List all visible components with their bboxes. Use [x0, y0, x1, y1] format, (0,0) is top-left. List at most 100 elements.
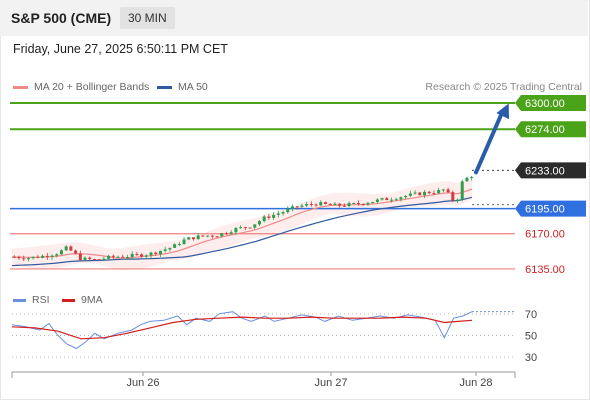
candle-body: [328, 203, 332, 206]
candle-body: [130, 253, 134, 258]
candle-body: [281, 212, 285, 214]
candle-body: [333, 203, 337, 206]
candle-body: [347, 203, 351, 207]
x-label-2: Jun 28: [459, 377, 492, 389]
rsi-label: RSI: [32, 294, 50, 306]
timeframe-badge[interactable]: 30 MIN: [120, 7, 175, 29]
level-text-6300.00: 6300.00: [525, 98, 565, 110]
candles: [12, 175, 474, 262]
candle-body: [446, 189, 450, 193]
candle-body: [404, 195, 408, 198]
level-tag-6233.00: [515, 162, 586, 179]
candle-body: [55, 254, 59, 256]
level-text-6170.00: 6170.00: [525, 229, 565, 241]
candle-body: [168, 247, 172, 250]
candle-body: [423, 191, 427, 196]
candle-body: [305, 204, 309, 206]
candle-body: [375, 199, 379, 202]
candle-body: [220, 233, 224, 237]
candle-body: [441, 189, 445, 191]
candle-body: [144, 255, 148, 257]
legend-ma20: MA 20 + Bollinger Bands: [13, 81, 149, 93]
candle-body: [380, 198, 384, 200]
level-text-6195.00: 6195.00: [525, 204, 565, 216]
level-text-6135.00: 6135.00: [525, 264, 565, 276]
candle-body: [64, 246, 68, 251]
candle-body: [31, 256, 35, 259]
ma50-line: [11, 196, 473, 267]
level-text-6274.00: 6274.00: [525, 124, 565, 136]
candle-body: [88, 257, 92, 260]
candle-body: [83, 257, 87, 261]
candle-body: [206, 235, 210, 237]
rsi-ma-label: 9MA: [81, 294, 103, 306]
candle-body: [432, 193, 436, 195]
candle-body: [371, 201, 375, 204]
candle-body: [111, 255, 115, 257]
candle-body: [309, 204, 313, 206]
candle-body: [248, 227, 252, 229]
candle-body: [390, 199, 393, 201]
candle-body: [50, 255, 54, 257]
candle-body: [116, 256, 120, 258]
ma50-swatch: [157, 85, 172, 89]
candle-body: [300, 205, 304, 207]
candle-body: [26, 258, 30, 260]
candle-body: [121, 256, 125, 258]
candle-body: [257, 221, 261, 225]
candle-body: [107, 255, 111, 259]
candle-body: [224, 233, 228, 235]
candle-body: [234, 228, 238, 233]
x-label-1: Jun 27: [314, 377, 347, 389]
candle-body: [173, 244, 177, 248]
legend-rsi: RSI: [13, 294, 50, 306]
candle-body: [427, 191, 431, 194]
candle-body: [451, 192, 455, 201]
chart-header: S&P 500 (CME) 30 MIN: [0, 0, 588, 36]
candle-body: [92, 259, 96, 261]
candle-body: [239, 227, 243, 229]
candle-body: [45, 255, 49, 257]
candle-body: [135, 253, 139, 255]
candle-body: [319, 202, 323, 206]
rsi-swatch: [13, 298, 26, 302]
candle-body: [342, 205, 346, 207]
candle-body: [413, 192, 417, 194]
candle-body: [314, 204, 318, 206]
x-label-0: Jun 26: [126, 377, 159, 389]
candle-body: [323, 202, 327, 204]
level-tag-6300.00: [515, 95, 586, 112]
candle-body: [470, 177, 474, 179]
ma20-label: MA 20 + Bollinger Bands: [34, 81, 150, 93]
candle-body: [158, 250, 162, 255]
candle-body: [272, 214, 276, 218]
ma20-line: [11, 188, 473, 259]
candle-body: [437, 190, 441, 194]
ma20-swatch: [13, 85, 28, 89]
candle-body: [12, 256, 16, 258]
candle-body: [59, 250, 63, 255]
candle-body: [385, 198, 389, 201]
candle-body: [366, 203, 370, 205]
candle-body: [356, 203, 360, 205]
level-label-6195.00: 6195.00: [515, 200, 586, 217]
candle-body: [456, 199, 460, 201]
candle-body: [125, 257, 129, 259]
candle-body: [210, 235, 214, 237]
level-label-6300.00: 6300.00: [515, 95, 586, 112]
chart-datetime: Friday, June 27, 2025 6:50:11 PM CET: [13, 42, 228, 56]
rsi-tick-70: 70: [525, 309, 537, 321]
candle-body: [352, 203, 356, 205]
candle-body: [290, 206, 294, 209]
instrument-title: S&P 500 (CME): [11, 10, 112, 26]
legend-ma50: MA 50: [157, 81, 208, 93]
candle-body: [229, 232, 233, 234]
candle-body: [97, 259, 101, 261]
rsi-tick-50: 50: [525, 331, 537, 343]
level-label-6233.00: 6233.00: [515, 162, 586, 179]
candle-body: [187, 237, 191, 240]
candle-body: [140, 254, 144, 257]
candle-body: [154, 252, 158, 255]
rsi-tick-30: 30: [525, 352, 537, 364]
